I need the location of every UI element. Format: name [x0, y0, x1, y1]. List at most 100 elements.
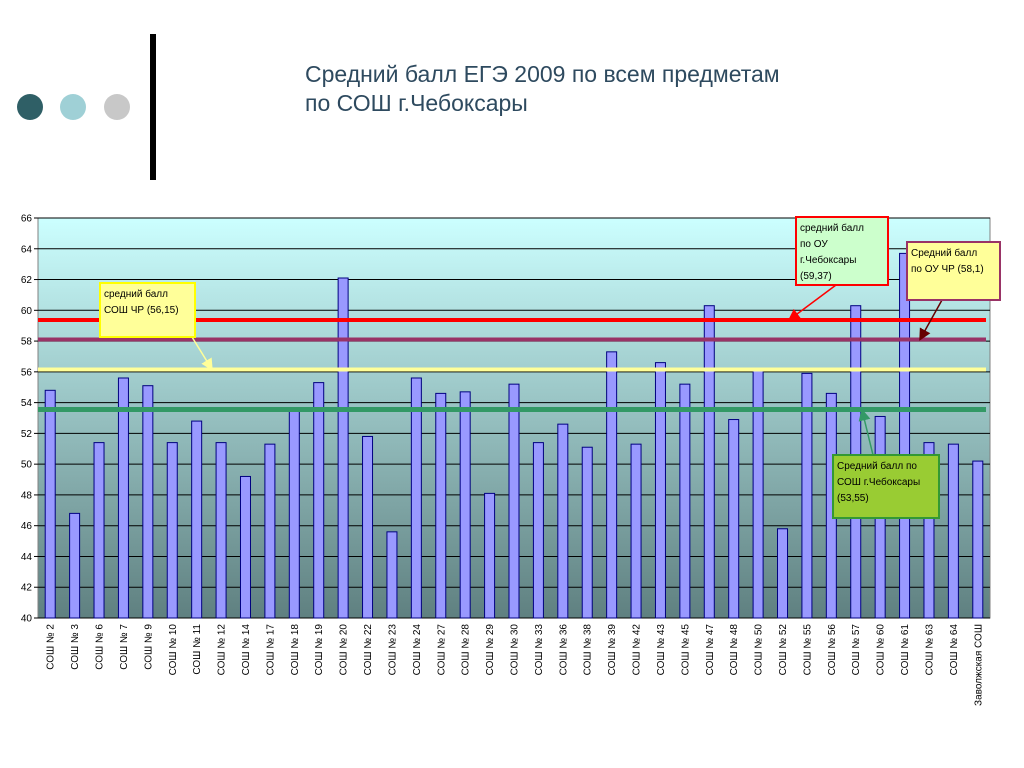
y-tick-label: 60: [21, 306, 33, 317]
x-category-label: СОШ № 23: [387, 624, 398, 676]
y-tick-label: 40: [21, 614, 33, 625]
x-category-label: СОШ № 43: [656, 624, 667, 676]
callout-box: [795, 216, 889, 286]
bar: [362, 435, 374, 619]
x-category-label: СОШ № 17: [265, 624, 276, 676]
x-category-label: СОШ № 27: [436, 624, 447, 676]
x-category-label: СОШ № 57: [851, 624, 862, 676]
x-category-label: СОШ № 52: [778, 624, 789, 676]
bar: [117, 377, 129, 619]
bar: [679, 383, 691, 619]
bar: [93, 442, 105, 619]
bar: [239, 475, 251, 619]
x-category-label: СОШ № 42: [632, 624, 643, 676]
x-category-label: СОШ № 29: [485, 624, 496, 676]
x-category-label: СОШ № 6: [95, 624, 106, 670]
y-axis-ticks: 40 42 44 46 48 50 52 54 56 58 60 62 64 66: [21, 214, 38, 625]
bar: [777, 528, 789, 619]
callout-pointer: [858, 408, 874, 456]
x-category-label: СОШ № 33: [534, 624, 545, 676]
callout-label: средний балл по ОУ г.Чебоксары (59,37): [800, 222, 864, 282]
bar: [386, 531, 398, 619]
bar: [923, 442, 935, 619]
callout-label: Средний балл по ОУ ЧР (58,1): [911, 247, 984, 275]
x-category-label: СОШ № 20: [339, 624, 350, 676]
decor-dot-light: [60, 94, 86, 120]
bar: [972, 460, 984, 619]
x-category-label: СОШ № 22: [363, 624, 374, 676]
x-category-label: Заволжская СОШ: [973, 624, 984, 706]
callout-box: [832, 454, 940, 519]
bars: [44, 252, 984, 619]
y-tick-label: 46: [21, 521, 33, 532]
bar: [728, 419, 740, 619]
decor-vertical-bar: [150, 34, 156, 180]
callout-pointer: [191, 336, 213, 371]
x-category-label: СОШ № 48: [729, 624, 740, 676]
x-category-label: СОШ № 7: [119, 624, 130, 670]
callout-box: [99, 282, 196, 338]
x-category-label: СОШ № 60: [876, 624, 887, 676]
x-category-label: СОШ № 9: [143, 624, 154, 670]
x-category-label: СОШ № 56: [827, 624, 838, 676]
callout-box: [906, 241, 1001, 301]
bar: [581, 446, 593, 619]
x-category-label: СОШ № 36: [558, 624, 569, 676]
callout-pointer: [787, 284, 837, 321]
y-tick-label: 64: [21, 244, 33, 255]
bar: [703, 305, 715, 619]
bar: [606, 351, 618, 619]
y-tick-label: 52: [21, 429, 33, 440]
x-category-label: СОШ № 11: [192, 624, 203, 675]
x-category-label: СОШ № 47: [705, 624, 716, 676]
bar: [410, 377, 422, 619]
bar: [191, 420, 203, 619]
bar: [484, 492, 496, 619]
bar: [264, 443, 276, 619]
y-tick-label: 42: [21, 583, 33, 594]
y-tick-label: 54: [21, 398, 33, 409]
bar: [166, 442, 178, 619]
bar: [288, 409, 300, 619]
bar: [337, 277, 349, 619]
x-category-label: СОШ № 39: [607, 624, 618, 676]
y-tick-label: 62: [21, 275, 33, 286]
x-category-label: СОШ № 64: [949, 624, 960, 676]
bar: [215, 442, 227, 619]
x-category-label: СОШ № 45: [680, 624, 691, 676]
y-tick-label: 50: [21, 460, 33, 471]
x-category-label: СОШ № 10: [168, 624, 179, 676]
x-category-label: СОШ № 19: [314, 624, 325, 676]
x-category-label: СОШ № 61: [900, 624, 911, 676]
y-tick-label: 48: [21, 490, 33, 501]
bar: [899, 252, 911, 619]
x-category-label: СОШ № 63: [924, 624, 935, 676]
slide-title: Средний балл ЕГЭ 2009 по всем предметам …: [305, 61, 780, 116]
bar: [459, 391, 471, 619]
x-category-label: СОШ № 38: [583, 624, 594, 676]
x-axis-categories: СОШ № 2 СОШ № 3 СОШ № 6 СОШ № 7 СОШ № 9 СОШ №…: [46, 624, 985, 706]
bar: [508, 383, 520, 619]
bar: [532, 442, 544, 619]
bar: [801, 372, 813, 619]
bar: [142, 385, 154, 619]
bar: [435, 392, 447, 619]
x-category-label: СОШ № 12: [217, 624, 228, 676]
y-tick-label: 66: [21, 214, 33, 225]
bar: [557, 423, 569, 619]
callout-label: Средний балл по СОШ г.Чебоксары (53,55): [837, 460, 920, 504]
x-category-label: СОШ № 28: [461, 624, 472, 676]
callouts: средний балл по ОУ г.Чебоксары (59,37) Средн…: [99, 216, 1001, 519]
x-category-label: СОШ № 2: [46, 624, 57, 670]
decor-dot-grey: [104, 94, 130, 120]
x-category-label: СОШ № 3: [70, 624, 81, 670]
bar: [630, 443, 642, 619]
y-tick-label: 56: [21, 367, 33, 378]
x-category-label: СОШ № 30: [510, 624, 521, 676]
x-category-label: СОШ № 18: [290, 624, 301, 676]
bar: [44, 389, 56, 619]
x-category-label: СОШ № 55: [802, 624, 813, 676]
y-tick-label: 44: [21, 552, 33, 563]
bar: [947, 443, 959, 619]
